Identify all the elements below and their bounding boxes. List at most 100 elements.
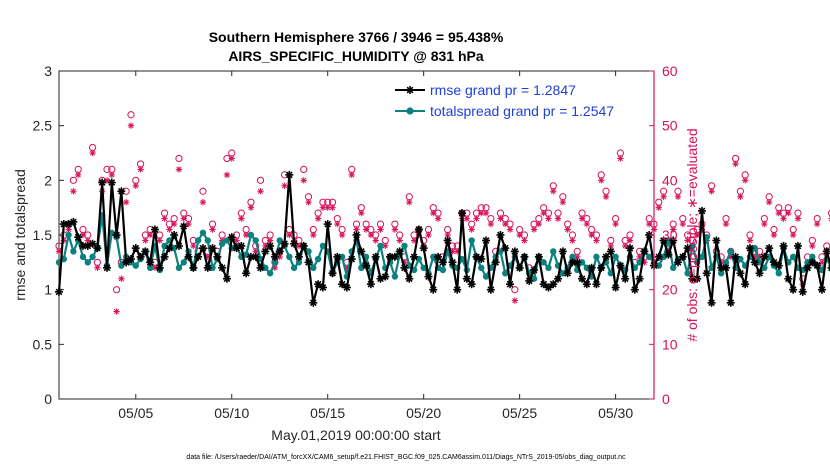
rmse-point — [434, 252, 443, 261]
obs-evaluated-point-stroke — [334, 221, 340, 227]
rmse-point — [760, 252, 769, 261]
obs-evaluated-point — [334, 220, 341, 228]
rmse-point-stroke — [117, 187, 125, 195]
x-tick-label: 05/25 — [502, 405, 537, 421]
obs-evaluated-point-stroke — [517, 232, 523, 238]
totalspread-point — [84, 259, 91, 266]
rmse-point-stroke — [487, 286, 495, 294]
obs-evaluated-point — [761, 220, 768, 228]
rmse-point-stroke — [617, 262, 624, 270]
y-right-tick-label: 10 — [662, 336, 678, 352]
obs-evaluated-point — [238, 215, 245, 222]
obs-evaluated-point — [319, 204, 327, 211]
rmse-point-stroke — [137, 253, 144, 261]
totalspread-point — [751, 244, 758, 252]
rmse-point — [817, 285, 826, 294]
obs-evaluated-point — [156, 237, 163, 244]
obs-possible-point — [794, 209, 802, 217]
obs-evaluated-point-stroke — [512, 297, 518, 304]
rmse-point-stroke — [439, 258, 447, 266]
obs-evaluated-point-stroke — [392, 226, 398, 233]
totalspread-point — [65, 231, 72, 239]
rmse-point-stroke — [401, 264, 408, 272]
obs-evaluated-point — [180, 215, 187, 222]
rmse-point — [174, 241, 183, 250]
obs-evaluated-point-stroke — [305, 199, 312, 205]
rmse-point-stroke — [780, 242, 787, 250]
rmse-point-stroke — [127, 255, 135, 263]
obs-evaluated-point-stroke — [267, 237, 273, 244]
rmse-point — [270, 252, 279, 261]
rmse-point-stroke — [367, 280, 375, 288]
totalspread-point — [789, 253, 797, 261]
rmse-point — [769, 258, 778, 267]
totalspread-point — [223, 237, 231, 244]
obs-evaluated-point-stroke — [488, 221, 494, 227]
obs-evaluated-point-stroke — [555, 215, 561, 222]
obs-possible-point — [770, 225, 778, 234]
totalspread-point — [559, 270, 567, 277]
rmse-point — [232, 244, 241, 253]
obs-evaluated-point — [626, 237, 634, 244]
rmse-point-stroke — [175, 242, 183, 250]
obs-evaluated-point-stroke — [161, 215, 168, 222]
rmse-point — [813, 261, 822, 270]
rmse-point — [630, 285, 639, 294]
y-right-tick-label: 20 — [662, 282, 678, 298]
totalspread-point — [684, 270, 691, 277]
rmse-point-stroke — [501, 244, 509, 252]
obs-evaluated-point — [473, 215, 480, 222]
rmse-point-stroke — [242, 269, 250, 277]
y-left-tick-label: 0 — [44, 391, 52, 407]
rmse-point — [275, 247, 284, 256]
rmse-point — [558, 247, 567, 256]
rmse-point-stroke — [204, 264, 212, 272]
obs-evaluated-point — [770, 231, 778, 239]
obs-possible-point — [511, 286, 519, 294]
obs-possible-point — [789, 225, 797, 234]
legend-spread-label: totalspread grand pr = 1.2547 — [430, 103, 614, 119]
rmse-point — [635, 274, 644, 283]
rmse-point — [458, 209, 467, 218]
totalspread-point — [727, 248, 734, 255]
rmse-point-stroke — [261, 248, 269, 255]
rmse-point — [213, 252, 222, 261]
obs-evaluated-point — [430, 209, 437, 217]
obs-evaluated-point — [209, 226, 216, 233]
rmse-point — [357, 247, 366, 256]
obs-evaluated-point — [502, 220, 509, 228]
rmse-point-stroke — [693, 275, 701, 283]
rmse-point-stroke — [185, 253, 192, 261]
rmse-point — [299, 241, 308, 250]
rmse-point — [616, 261, 625, 270]
obs-evaluated-point — [545, 215, 552, 222]
rmse-point-stroke — [396, 248, 404, 255]
obs-evaluated-point-stroke — [411, 237, 417, 244]
rmse-point — [745, 244, 754, 253]
obs-evaluated-point — [358, 209, 365, 217]
obs-evaluated-point — [300, 177, 307, 184]
obs-evaluated-point-stroke — [200, 199, 206, 205]
rmse-point-stroke — [353, 231, 360, 239]
rmse-point-stroke — [290, 240, 298, 248]
rmse-point-stroke — [170, 231, 178, 239]
rmse-point-stroke — [564, 269, 572, 277]
rmse-point — [707, 298, 716, 307]
legend-rmse-marker — [406, 86, 414, 94]
rmse-point-stroke — [420, 244, 428, 252]
totalspread-point — [180, 259, 187, 266]
rmse-point — [477, 255, 486, 264]
obs-evaluated-point — [684, 237, 691, 244]
rmse-point — [520, 252, 529, 261]
obs-evaluated-point — [233, 237, 240, 244]
obs-evaluated-point-stroke — [85, 237, 91, 244]
obs-evaluated-point-stroke — [469, 226, 475, 233]
obs-evaluated-point — [468, 226, 475, 233]
obs-evaluated-point-stroke — [358, 210, 364, 216]
obs-evaluated-point — [396, 237, 403, 244]
totalspread-point — [804, 259, 811, 266]
rmse-point-stroke — [511, 248, 519, 255]
obs-evaluated-point-stroke — [137, 166, 144, 173]
rmse-point — [611, 283, 620, 292]
obs-evaluated-point — [338, 231, 346, 239]
